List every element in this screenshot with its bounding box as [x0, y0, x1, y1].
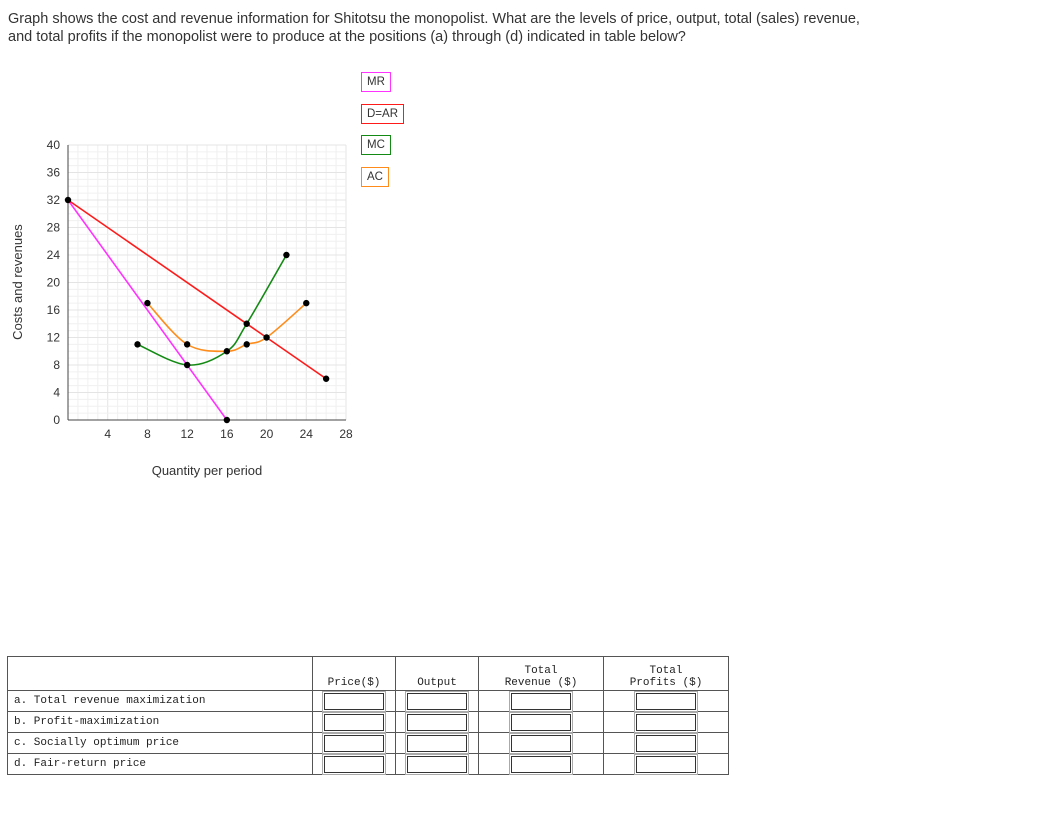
data-point-marker[interactable]: [283, 251, 290, 259]
series-ac-line: [146, 302, 307, 353]
x-tick-label: 24: [300, 427, 314, 441]
y-tick-label: 20: [47, 276, 61, 290]
chart: 0 4 8 12 16 20 24 28 32 36 40 4 8 12 16 20 24 28 Quantity …: [10, 138, 353, 478]
question-text: Graph shows the cost and revenue informa…: [8, 10, 1028, 46]
cell-b-output: [395, 711, 479, 733]
c-profit-input[interactable]: [634, 732, 698, 754]
y-tick-label: 0: [53, 413, 60, 427]
b-price-input[interactable]: [322, 711, 386, 733]
y-tick-label: 8: [53, 358, 60, 372]
data-point-marker[interactable]: [64, 196, 72, 204]
b-profit-input[interactable]: [634, 711, 698, 733]
cell-b-price: [312, 711, 396, 733]
row-label-a: a. Total revenue maximization: [7, 690, 313, 712]
chart-labels: 0 4 8 12 16 20 24 28 32 36 40 4 8 12 16 20 24 28 Quantity …: [10, 138, 353, 478]
data-point-marker[interactable]: [223, 416, 231, 424]
x-tick-label: 16: [220, 427, 234, 441]
b-output-input[interactable]: [405, 711, 469, 733]
x-tick-label: 28: [339, 427, 353, 441]
table-row: d. Fair-return price: [7, 753, 729, 775]
header-total-revenue-line-1: Total: [524, 665, 558, 677]
y-tick-label: 40: [47, 138, 61, 152]
table-row: a. Total revenue maximization: [7, 690, 729, 712]
chart-axes: [67, 145, 346, 421]
question-line-1: Graph shows the cost and revenue informa…: [8, 11, 860, 27]
x-axis-title: Quantity per period: [152, 463, 263, 478]
header-total-revenue: Total Revenue ($): [478, 656, 604, 691]
table-row: c. Socially optimum price: [7, 732, 729, 754]
y-tick-label: 28: [47, 221, 61, 235]
cell-c-output: [395, 732, 479, 754]
d-output-input[interactable]: [405, 753, 469, 775]
b-revenue-input[interactable]: [509, 711, 573, 733]
data-point-marker[interactable]: [263, 334, 270, 341]
cell-c-revenue: [478, 732, 604, 754]
cell-d-output: [395, 753, 479, 775]
cell-a-price: [312, 690, 396, 712]
a-price-input[interactable]: [322, 690, 386, 712]
table-row: b. Profit-maximization: [7, 711, 729, 733]
legend-mc-button[interactable]: MC: [361, 135, 391, 155]
question-line-2: and total profits if the monopolist were…: [8, 29, 686, 45]
cell-c-profit: [603, 732, 729, 754]
row-label-b: b. Profit-maximization: [7, 711, 313, 733]
header-total-profits: Total Profits ($): [603, 656, 729, 691]
data-point-marker[interactable]: [223, 348, 231, 355]
answer-table-header: Price($) Output Total Revenue ($) Total Pr…: [7, 656, 729, 691]
legend-mr-button[interactable]: MR: [361, 72, 391, 92]
data-point-marker[interactable]: [303, 299, 310, 307]
header-total-profits-line-1: Total: [649, 665, 683, 677]
chart-grid: [67, 144, 347, 421]
cell-d-revenue: [478, 753, 604, 775]
c-price-input[interactable]: [322, 732, 386, 754]
row-label-c: c. Socially optimum price: [7, 732, 313, 754]
x-tick-label: 8: [144, 427, 151, 441]
x-tick-label: 4: [104, 427, 111, 441]
c-output-input[interactable]: [405, 732, 469, 754]
row-label-d: d. Fair-return price: [7, 753, 313, 775]
cell-a-revenue: [478, 690, 604, 712]
cell-d-price: [312, 753, 396, 775]
y-tick-label: 16: [47, 303, 61, 317]
a-revenue-input[interactable]: [509, 690, 573, 712]
data-point-marker[interactable]: [183, 361, 191, 369]
legend-demand-button[interactable]: D=AR: [361, 104, 404, 124]
header-blank: [7, 656, 313, 691]
series-d-ar-line: [67, 199, 327, 380]
cell-c-price: [312, 732, 396, 754]
cell-b-revenue: [478, 711, 604, 733]
answer-table: Price($) Output Total Revenue ($) Total Pr…: [7, 656, 729, 775]
legend-ac-button[interactable]: AC: [361, 167, 389, 187]
data-point-marker[interactable]: [322, 375, 330, 382]
header-total-revenue-line-2: Revenue ($): [504, 677, 578, 689]
cell-a-profit: [603, 690, 729, 712]
chart-markers[interactable]: [64, 196, 330, 424]
d-profit-input[interactable]: [634, 753, 698, 775]
header-price: Price($): [312, 656, 396, 691]
c-revenue-input[interactable]: [509, 732, 573, 754]
y-axis-title: Costs and revenues: [10, 224, 25, 340]
cell-a-output: [395, 690, 479, 712]
data-point-marker[interactable]: [144, 299, 151, 307]
header-total-profits-line-2: Profits ($): [629, 677, 703, 689]
header-output: Output: [395, 656, 479, 691]
y-tick-label: 32: [47, 193, 61, 207]
data-point-marker[interactable]: [134, 341, 141, 348]
data-point-marker[interactable]: [243, 341, 250, 348]
cell-b-profit: [603, 711, 729, 733]
y-tick-label: 24: [47, 248, 61, 262]
y-tick-label: 4: [53, 386, 60, 400]
cell-d-profit: [603, 753, 729, 775]
d-price-input[interactable]: [322, 753, 386, 775]
d-revenue-input[interactable]: [509, 753, 573, 775]
y-tick-label: 36: [47, 166, 61, 180]
data-point-marker[interactable]: [243, 320, 250, 327]
a-output-input[interactable]: [405, 690, 469, 712]
data-point-marker[interactable]: [183, 341, 191, 348]
y-tick-label: 12: [47, 331, 61, 345]
a-profit-input[interactable]: [634, 690, 698, 712]
x-tick-label: 12: [180, 427, 194, 441]
series-mr-line: [67, 199, 228, 421]
x-tick-label: 20: [260, 427, 274, 441]
